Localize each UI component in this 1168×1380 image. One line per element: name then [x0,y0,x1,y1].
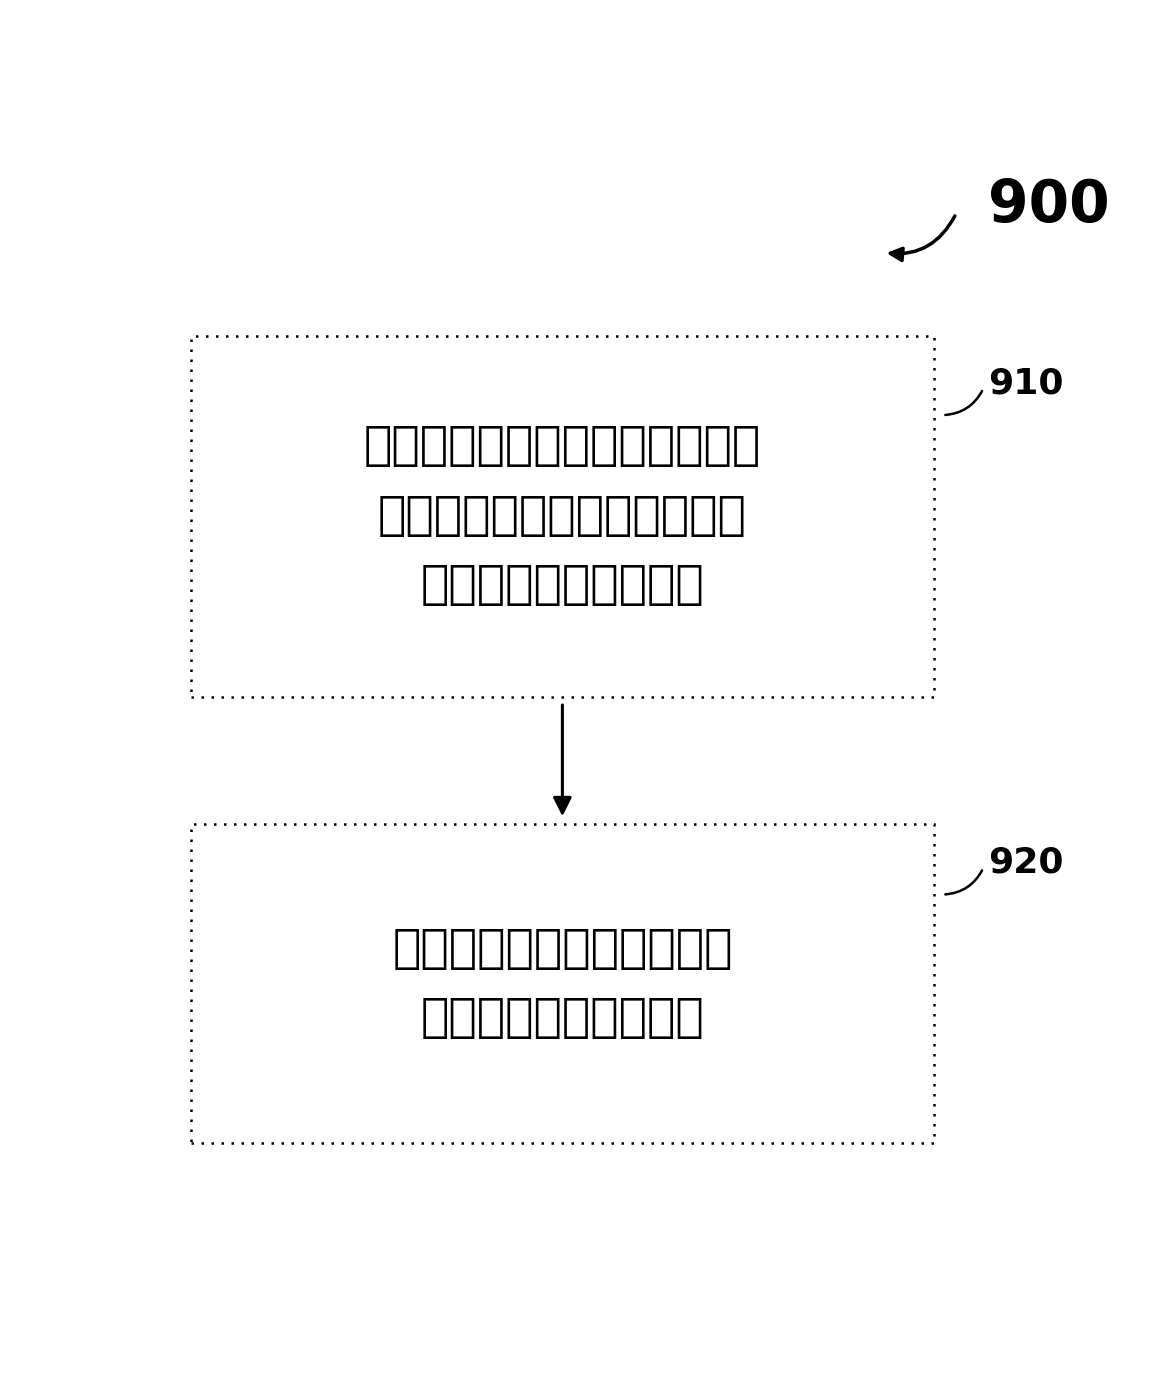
Text: 910: 910 [988,366,1063,400]
Text: 900: 900 [988,178,1110,235]
Text: 基于来自振动计的传感器组件的
传感器信号来确定流体的流体
流率和非粘度相关参数: 基于来自振动计的传感器组件的 传感器信号来确定流体的流体 流率和非粘度相关参数 [363,424,762,609]
Bar [192,335,933,697]
Text: 基于与粘度值相关的非粘度
相关参数校正流体流率: 基于与粘度值相关的非粘度 相关参数校正流体流率 [392,926,732,1041]
Bar [192,824,933,1143]
Text: 920: 920 [988,846,1063,879]
